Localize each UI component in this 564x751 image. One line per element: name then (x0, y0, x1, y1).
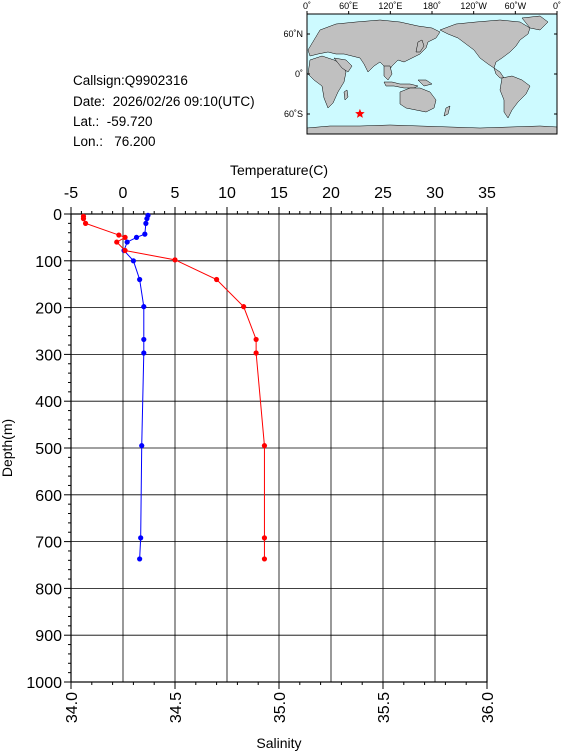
salinity-data-point (114, 239, 120, 245)
longitude-text: Lon.: 76.200 (73, 134, 156, 149)
land-north-america (439, 19, 531, 69)
depth-tick-label: 900 (35, 628, 62, 645)
salinity-tick-label: 36.0 (480, 692, 497, 723)
map-lon-label: 120˚W (460, 1, 487, 11)
depth-axis-label: Depth(m) (0, 419, 15, 477)
temperature-profile-line (123, 215, 149, 559)
depth-tick-label: 0 (53, 207, 62, 224)
land-madagascar (343, 89, 349, 101)
map-lat-label: 0˚ (295, 69, 303, 79)
salinity-axis-label: Salinity (256, 735, 301, 751)
salinity-data-point (241, 304, 247, 310)
temperature-tick-label: 5 (171, 185, 180, 202)
land-south-america (499, 75, 531, 119)
depth-tick-label: 300 (35, 347, 62, 364)
salinity-tick-label: 34.5 (168, 692, 185, 723)
salinity-data-point (253, 350, 259, 356)
chart-grid (70, 213, 488, 683)
salinity-data-point (261, 535, 268, 541)
world-map: 0˚ 60˚E 120˚E 180˚ 120˚W 60˚W 0˚ 60˚N 0˚ 60˚S (283, 1, 561, 135)
axis-ticks (64, 207, 488, 689)
salinity-data-point (261, 443, 268, 449)
map-lon-label: 0˚ (553, 1, 561, 11)
depth-tick-label: 600 (35, 488, 62, 505)
temperature-tick-label: 30 (426, 185, 444, 202)
depth-tick-label: 100 (35, 254, 62, 271)
salinity-tick-label: 35.5 (376, 692, 393, 723)
depth-tick-labels: 0 100 200 300 400 500 600 700 800 900 1000 (26, 207, 62, 692)
map-lon-label: 0˚ (303, 1, 311, 11)
land-australia (399, 87, 437, 113)
salinity-data-point (82, 220, 89, 226)
temperature-data-point (133, 234, 140, 240)
temperature-data-point (137, 556, 143, 562)
temperature-tick-label: 25 (374, 185, 392, 202)
salinity-data-point (122, 247, 128, 254)
land-new-zealand (443, 105, 451, 117)
depth-tick-label: 200 (35, 301, 62, 318)
map-lat-label: 60˚S (284, 109, 303, 119)
callsign-text: Callsign:Q9902316 (73, 73, 188, 88)
land-indonesia (383, 81, 419, 89)
salinity-profile-line (82, 216, 265, 559)
map-lat-label: 60˚N (283, 29, 303, 39)
map-land (306, 15, 558, 135)
temperature-tick-label: 0 (119, 185, 128, 202)
depth-tick-label: 1000 (26, 675, 62, 692)
temperature-data-point (141, 336, 147, 343)
latitude-text: Lat.: -59.720 (73, 114, 153, 129)
temperature-data-point (130, 258, 136, 264)
land-new-guinea (417, 79, 433, 87)
depth-tick-label: 700 (35, 535, 62, 552)
temperature-data-point (141, 304, 147, 310)
depth-tick-label: 400 (35, 394, 62, 411)
temperature-data-point (141, 350, 147, 356)
land-japan (415, 39, 425, 53)
temperature-tick-label: 15 (270, 185, 288, 202)
station-star-icon (355, 108, 365, 118)
profile-chart: -5 0 5 10 15 20 25 30 35 34.0 34.5 35.0 35.5 36.0 01… (0, 162, 497, 751)
temperature-data-point (142, 231, 148, 237)
series-layer (80, 212, 268, 562)
salinity-data-point (253, 336, 259, 343)
map-lon-label: 60˚E (339, 1, 358, 11)
land-indochina (383, 65, 393, 81)
land-africa (307, 55, 347, 109)
salinity-data-point (116, 232, 122, 238)
salinity-data-point (80, 216, 87, 222)
temperature-tick-label: 10 (218, 185, 236, 202)
temperature-data-point (139, 443, 145, 449)
temperature-axis-label: Temperature(C) (230, 162, 328, 178)
date-text: Date: 2026/02/26 09:10(UTC) (73, 94, 255, 109)
station-marker (355, 108, 365, 118)
land-arabia (333, 57, 353, 73)
temperature-data-point (138, 535, 144, 541)
salinity-data-point (261, 556, 268, 562)
salinity-tick-label: 35.0 (272, 692, 289, 723)
temperature-data-point (124, 239, 130, 245)
salinity-tick-labels: 34.0 34.5 35.0 35.5 36.0 (64, 692, 497, 723)
land-greenland (521, 15, 549, 31)
temperature-tick-labels: -5 0 5 10 15 20 25 30 35 (64, 185, 496, 202)
salinity-data-point (172, 257, 178, 263)
temperature-tick-label: 35 (478, 185, 496, 202)
salinity-tick-label: 34.0 (64, 692, 81, 723)
map-longitude-labels: 0˚ 60˚E 120˚E 180˚ 120˚W 60˚W 0˚ (303, 1, 561, 11)
temperature-data-point (144, 216, 150, 222)
map-lon-label: 60˚W (505, 1, 527, 11)
salinity-data-point (122, 234, 128, 240)
map-latitude-labels: 60˚N 0˚ 60˚S (283, 29, 303, 119)
land-eurasia (307, 19, 441, 73)
map-lon-label: 180˚ (423, 1, 441, 11)
temperature-tick-label: -5 (64, 185, 78, 202)
depth-tick-label: 500 (35, 441, 62, 458)
temperature-tick-label: 20 (322, 185, 340, 202)
temperature-data-point (143, 220, 149, 226)
salinity-data-point (214, 276, 220, 283)
map-lon-label: 120˚E (378, 1, 402, 11)
map-ticks (306, 11, 558, 115)
depth-tick-label: 800 (35, 581, 62, 598)
temperature-data-point (137, 276, 143, 283)
